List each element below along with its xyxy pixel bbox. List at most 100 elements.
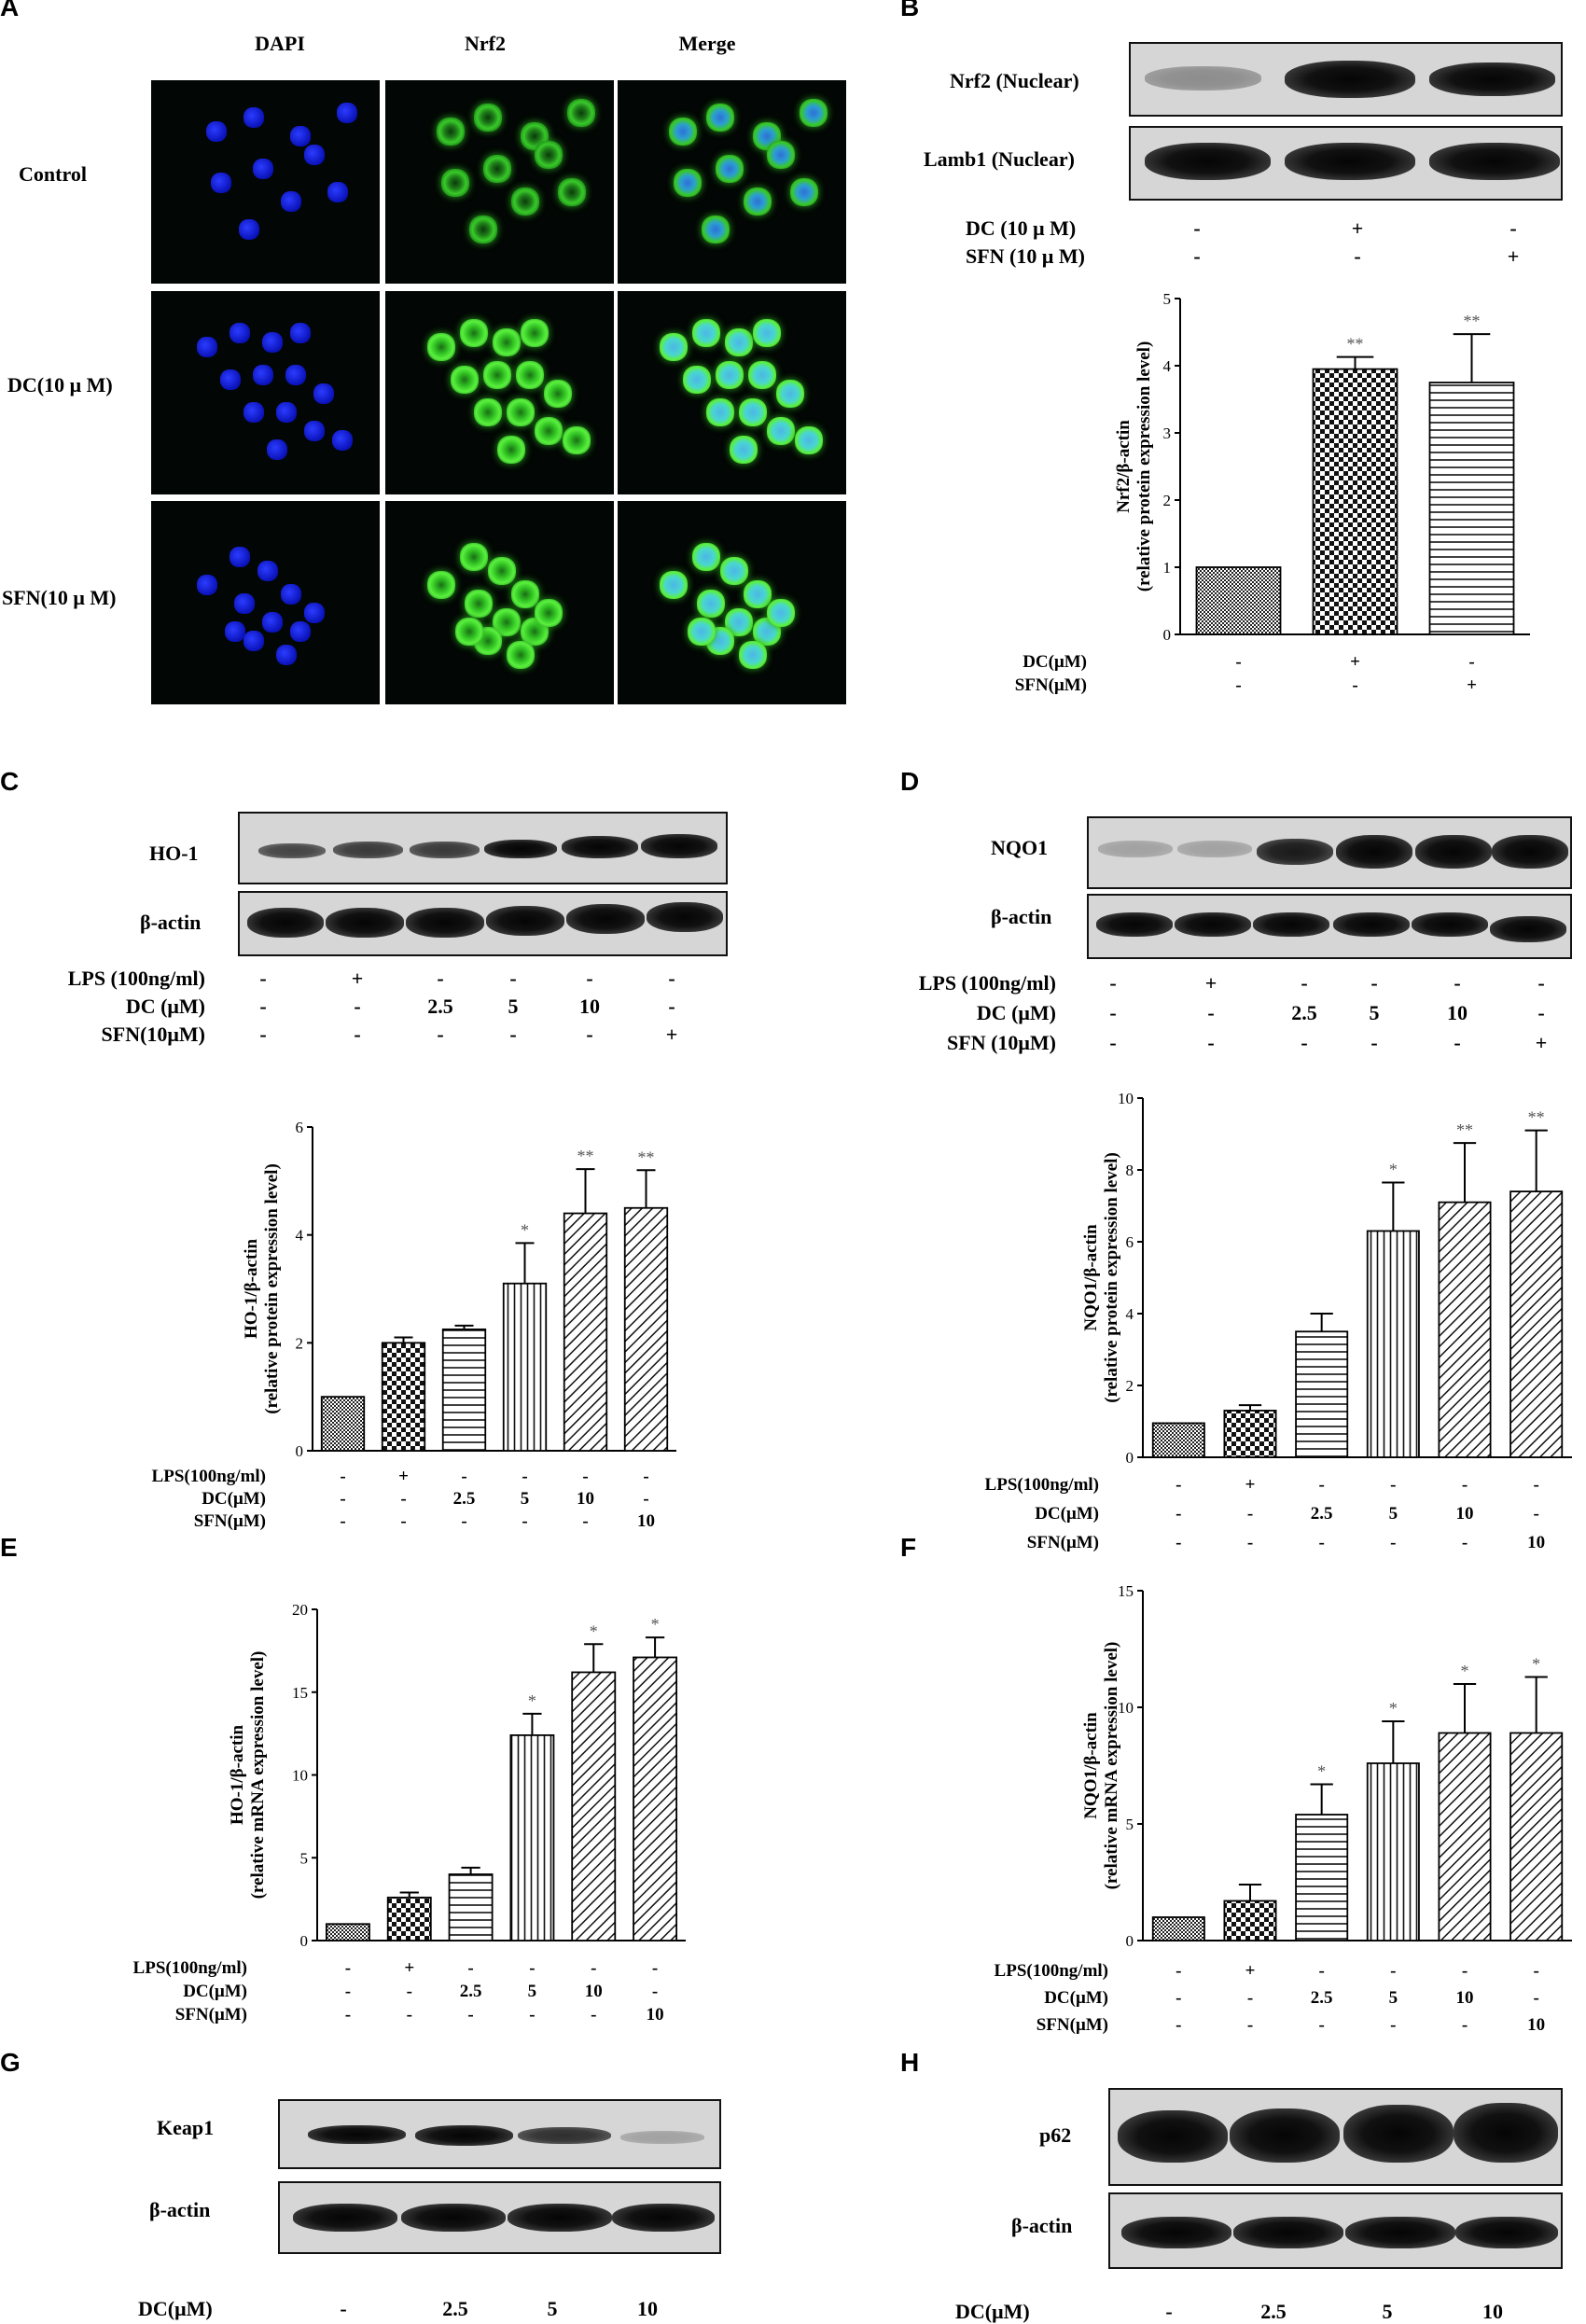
y-tick-label: 10 [1118,1699,1134,1717]
treatment-value: - [1319,1961,1325,1981]
treatment-value: - [437,967,444,990]
blot-label-keap1: Keap1 [157,2116,215,2139]
treatment-value: - [340,1489,345,1509]
treatment-value: + [1350,652,1360,672]
treatment-value: + [398,1467,409,1486]
bar [325,1923,370,1941]
y-tick-label: 4 [296,1227,304,1245]
bar [441,1328,487,1452]
bar [1223,1900,1277,1941]
treatment-h-4: 10 [1482,2300,1503,2323]
treatment-value: - [1454,971,1461,995]
treatment-value: - [522,1467,527,1486]
y-axis-label: NQO1/β-actin [1081,1224,1101,1331]
treatment-label: DC (μM) [976,1001,1056,1024]
blot-label-lamb1-nuclear: Lamb1 (Nuclear) [924,147,1075,171]
bar [386,1896,432,1941]
y-tick-label: 5 [300,1849,309,1867]
treatment-value: 10 [647,2005,664,2025]
blot-label-ho1: HO-1 [149,842,199,865]
treatment-value: - [586,967,593,990]
treatment-value: - [1235,652,1241,672]
bar [381,1342,426,1452]
y-tick-label: 0 [1126,1449,1134,1467]
treatment-value: 5 [528,1982,537,2001]
treatment-value: 2.5 [1291,1001,1317,1024]
significance-marker: ** [1528,1108,1545,1127]
blot-d-actin [1087,894,1572,959]
blot-lamb1-nuclear [1129,126,1563,201]
y-axis-label-2: (relative protein expression level) [262,1163,282,1414]
y-axis-label-2: (relative protein expression level) [1134,341,1154,592]
treatment-value: - [652,1958,658,1978]
treatment-value: - [529,2005,535,2025]
treatment-h-1: - [1165,2300,1173,2323]
treatment-value: - [1109,1001,1117,1024]
y-tick-label: 0 [300,1932,309,1950]
blot-c-actin [238,891,728,956]
treatment-value: - [1247,1988,1253,2008]
treatment-value: - [354,1023,361,1046]
treatment-value: - [582,1467,588,1486]
treatment-value: - [1370,1031,1378,1054]
blot-label-c-actin: β-actin [140,911,202,934]
micrograph-control-nrf2 [385,80,614,284]
treatment-label: SFN(μM) [1015,675,1087,695]
treatment-value: - [509,967,517,990]
treatment-value: - [529,1958,535,1978]
treatment-value: - [340,1467,345,1486]
treatment-value: - [1454,1031,1461,1054]
treatment-label: SFN (10μM) [947,1031,1056,1054]
treatment-value: - [1462,2015,1468,2035]
y-axis-label-2: (relative protein expression level) [1102,1152,1121,1403]
significance-marker: * [1461,1662,1469,1680]
y-axis-label: Nrf2/β-actin [1114,420,1134,513]
treatment-value: - [461,1467,466,1486]
bar [623,1206,669,1452]
treatment-value: - [1247,1504,1253,1524]
treatment-value: - [1176,1961,1181,1981]
treatment-value: - [668,995,675,1018]
chart-nqo1-protein: 0 2 4 6 8 10 NQO1/β-actin (relative protein exp… [985,1090,1572,1552]
treatment-value: - [407,1982,412,2001]
micrograph-dc-nrf2 [385,291,614,494]
blot-label-nrf2-nuclear: Nrf2 (Nuclear) [950,69,1079,92]
treatment-label-g-dc: DC(μM) [138,2297,213,2320]
treatment-b-dc-3: - [1509,216,1517,240]
treatment-value: - [467,1958,473,1978]
panel-label-h: H [900,2048,920,2077]
blot-g-actin [278,2181,721,2254]
bar [1223,1410,1277,1458]
treatment-value: - [1462,1475,1468,1495]
chart-ho1-mrna: 0 5 10 15 20 HO-1/β-actin (relative mRNA expre… [133,1601,686,2025]
y-tick-label: 5 [1163,290,1172,308]
micrograph-sfn-nrf2 [385,501,614,704]
treatment-label: SFN(μM) [1027,1533,1099,1552]
bar [1509,1190,1564,1458]
treatment-value: - [509,1023,517,1046]
y-tick-label: 10 [292,1767,308,1785]
row-label-sfn: SFN(10 μ M) [2,586,117,609]
treatment-value: 2.5 [453,1489,476,1509]
treatment-value: - [1176,1475,1181,1495]
bar [1312,368,1398,635]
treatment-value: - [1235,675,1241,695]
treatment-value: - [1534,1475,1539,1495]
treatment-value: + [665,1023,678,1046]
treatment-label: LPS(100ng/ml) [152,1467,266,1486]
significance-marker: * [590,1621,598,1640]
y-tick-label: 1 [1163,559,1172,577]
treatment-label: LPS (100ng/ml) [67,967,205,990]
treatment-value: 10 [1456,1988,1474,2008]
treatment-value: - [1537,971,1545,995]
treatment-label: DC(μM) [202,1489,266,1509]
row-label-dc: DC(10 μ M) [7,373,113,397]
treatment-label-h-dc: DC(μM) [955,2300,1030,2323]
treatment-label: LPS(100ng/ml) [995,1961,1108,1981]
y-axis-label-2: (relative mRNA expression level) [1102,1642,1121,1890]
treatment-label: DC(μM) [1035,1504,1099,1524]
bar [1438,1201,1492,1458]
y-tick-label: 0 [1126,1932,1134,1950]
treatment-value: - [1319,1533,1325,1552]
blot-nrf2-nuclear [1129,42,1563,117]
